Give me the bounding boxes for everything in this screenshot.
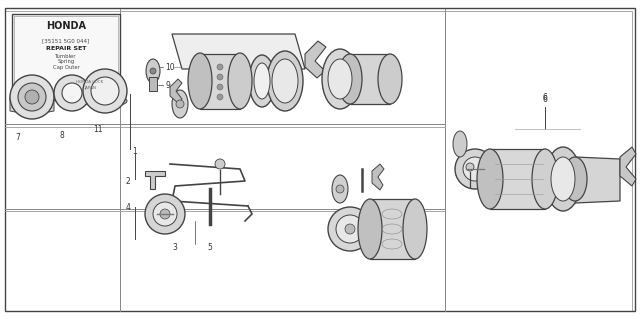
Ellipse shape bbox=[453, 131, 467, 157]
Text: 6: 6 bbox=[543, 93, 547, 101]
Circle shape bbox=[217, 94, 223, 100]
Ellipse shape bbox=[403, 199, 427, 259]
Polygon shape bbox=[372, 164, 384, 190]
Ellipse shape bbox=[477, 149, 503, 209]
Circle shape bbox=[54, 75, 90, 111]
Text: 2: 2 bbox=[125, 176, 131, 186]
Ellipse shape bbox=[328, 59, 352, 99]
Circle shape bbox=[466, 163, 474, 171]
Text: [35151 5G0 044]: [35151 5G0 044] bbox=[42, 39, 90, 43]
Polygon shape bbox=[170, 79, 182, 103]
Ellipse shape bbox=[332, 175, 348, 203]
Text: 9: 9 bbox=[165, 80, 170, 90]
Ellipse shape bbox=[83, 95, 127, 107]
Ellipse shape bbox=[563, 157, 587, 201]
Ellipse shape bbox=[172, 90, 188, 118]
Text: Cap Outer: Cap Outer bbox=[52, 65, 79, 70]
Ellipse shape bbox=[228, 53, 252, 109]
Text: HONDA: HONDA bbox=[46, 21, 86, 31]
Ellipse shape bbox=[551, 157, 575, 201]
Circle shape bbox=[215, 159, 225, 169]
Text: JAPAN: JAPAN bbox=[84, 86, 96, 90]
Circle shape bbox=[160, 209, 170, 219]
Text: 8: 8 bbox=[60, 131, 65, 140]
Circle shape bbox=[345, 224, 355, 234]
Ellipse shape bbox=[267, 51, 303, 111]
Polygon shape bbox=[350, 54, 390, 104]
Ellipse shape bbox=[545, 147, 581, 211]
Text: Spring: Spring bbox=[58, 60, 75, 64]
Circle shape bbox=[328, 207, 372, 251]
Bar bbox=[14, 16, 118, 92]
Circle shape bbox=[153, 202, 177, 226]
Text: 5: 5 bbox=[207, 242, 212, 251]
Polygon shape bbox=[145, 171, 165, 189]
Circle shape bbox=[83, 69, 127, 113]
Polygon shape bbox=[575, 157, 620, 203]
Polygon shape bbox=[172, 34, 305, 69]
Bar bbox=[149, 77, 157, 91]
Circle shape bbox=[18, 83, 46, 111]
Polygon shape bbox=[370, 199, 415, 259]
Circle shape bbox=[217, 64, 223, 70]
Circle shape bbox=[455, 149, 495, 189]
Circle shape bbox=[145, 194, 185, 234]
Ellipse shape bbox=[272, 59, 298, 103]
Text: 11: 11 bbox=[93, 124, 103, 133]
Text: 3: 3 bbox=[173, 242, 177, 251]
Text: Tumbler: Tumbler bbox=[55, 54, 77, 58]
Bar bbox=[12, 14, 120, 94]
Circle shape bbox=[176, 100, 184, 108]
Ellipse shape bbox=[378, 54, 402, 104]
Ellipse shape bbox=[54, 94, 90, 104]
Text: HONDA LOCK: HONDA LOCK bbox=[76, 80, 104, 84]
Circle shape bbox=[150, 68, 156, 74]
Text: REPAIR SET: REPAIR SET bbox=[46, 47, 86, 51]
Ellipse shape bbox=[532, 149, 558, 209]
Polygon shape bbox=[620, 147, 636, 186]
Text: 7: 7 bbox=[15, 132, 20, 142]
Text: 4: 4 bbox=[125, 203, 131, 211]
Ellipse shape bbox=[358, 199, 382, 259]
Ellipse shape bbox=[254, 63, 270, 99]
Ellipse shape bbox=[338, 54, 362, 104]
Ellipse shape bbox=[322, 49, 358, 109]
Polygon shape bbox=[305, 41, 326, 78]
Circle shape bbox=[217, 74, 223, 80]
Circle shape bbox=[336, 185, 344, 193]
Circle shape bbox=[463, 157, 487, 181]
Polygon shape bbox=[10, 97, 54, 115]
Ellipse shape bbox=[146, 59, 160, 83]
Circle shape bbox=[10, 75, 54, 119]
Ellipse shape bbox=[249, 55, 275, 107]
Text: 1: 1 bbox=[132, 146, 137, 155]
Circle shape bbox=[91, 77, 119, 105]
Text: 10: 10 bbox=[165, 63, 175, 71]
Circle shape bbox=[217, 84, 223, 90]
Polygon shape bbox=[490, 149, 545, 209]
Text: 6: 6 bbox=[543, 94, 547, 103]
Circle shape bbox=[62, 83, 82, 103]
Circle shape bbox=[336, 215, 364, 243]
Polygon shape bbox=[200, 54, 240, 109]
Circle shape bbox=[25, 90, 39, 104]
Ellipse shape bbox=[188, 53, 212, 109]
